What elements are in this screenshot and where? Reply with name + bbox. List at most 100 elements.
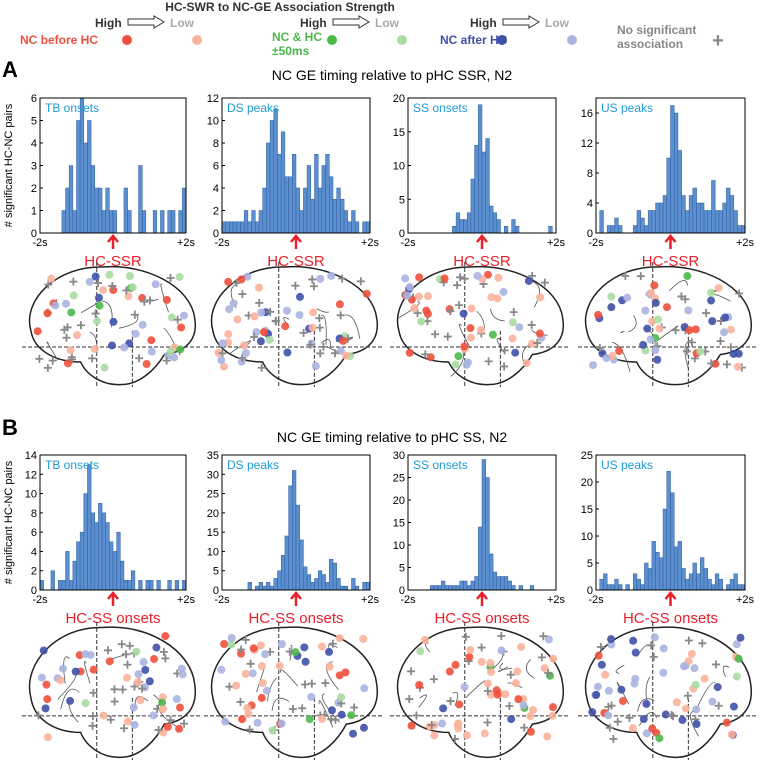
bar <box>273 578 278 591</box>
brain-sulcus <box>490 308 505 322</box>
bar <box>625 584 630 591</box>
bar <box>141 210 147 234</box>
electrode-none <box>684 636 693 645</box>
electrode-none <box>625 713 634 722</box>
bar <box>116 531 121 591</box>
electrode <box>152 643 161 652</box>
electrode <box>236 649 245 658</box>
bar <box>295 187 300 234</box>
electrode <box>249 644 258 653</box>
panel-title: NC GE timing relative to pHC SS, N2 <box>277 429 508 445</box>
electrode <box>125 271 134 280</box>
bar <box>76 541 81 591</box>
electrode <box>136 696 145 705</box>
electrode-none <box>687 338 696 347</box>
bar <box>606 225 612 234</box>
electrode <box>607 635 616 644</box>
electrode-none <box>162 356 171 365</box>
bar <box>733 210 738 234</box>
electrode <box>61 299 70 308</box>
electrode-none <box>225 682 234 691</box>
electrode <box>477 658 486 667</box>
legend-label: NC after HC <box>440 33 508 47</box>
bar <box>711 180 716 234</box>
electrode-none <box>88 712 97 721</box>
bar <box>247 582 252 591</box>
bar <box>255 221 260 234</box>
electrode <box>678 716 687 725</box>
electrode <box>480 729 489 738</box>
electrode <box>451 660 460 669</box>
bar <box>351 210 356 234</box>
electrode-none <box>130 310 139 319</box>
electrode <box>37 673 46 682</box>
y-tick-label: 0 <box>399 585 405 597</box>
bar <box>503 576 509 591</box>
electrode <box>318 714 327 723</box>
electrode <box>639 715 648 724</box>
electrode-none <box>88 721 97 730</box>
bar <box>651 210 656 234</box>
electrode-none <box>271 317 280 326</box>
electrode-none <box>309 282 318 291</box>
y-tick-label: 8 <box>587 168 593 180</box>
electrode <box>588 708 597 717</box>
electrode <box>415 680 424 689</box>
brain-sulcus <box>695 681 716 711</box>
legend-high: High <box>95 16 122 30</box>
electrode <box>158 698 167 707</box>
bar <box>666 157 671 234</box>
electrode <box>654 315 663 324</box>
electrode <box>514 695 523 704</box>
electrode <box>726 325 735 334</box>
bar <box>696 573 701 591</box>
bar <box>692 562 697 591</box>
bar <box>481 151 486 234</box>
electrode <box>687 649 696 658</box>
electrode-none <box>461 632 470 641</box>
y-tick-label: 0 <box>587 228 593 240</box>
bar <box>317 570 323 591</box>
electrode <box>604 711 613 720</box>
annotation: US peaks <box>601 101 653 115</box>
electrode <box>508 334 517 343</box>
bar <box>167 210 172 234</box>
legend-high: High <box>470 16 497 30</box>
electrode <box>417 317 426 326</box>
bar <box>288 485 293 591</box>
bar <box>647 210 653 234</box>
electrode <box>108 341 117 350</box>
bar <box>688 573 694 591</box>
electrode <box>439 704 448 713</box>
electrode-none <box>520 723 529 732</box>
y-tick-label: 20 <box>581 477 593 489</box>
electrode <box>256 337 265 346</box>
electrode <box>99 711 108 720</box>
electrode <box>265 335 274 344</box>
electrode <box>707 296 716 305</box>
electrode <box>262 686 271 695</box>
bar <box>599 578 604 591</box>
bar <box>138 165 143 234</box>
electrode-none <box>266 307 275 316</box>
y-tick-label: 10 <box>393 161 405 173</box>
electrode <box>460 683 469 692</box>
electrode-none <box>238 353 247 362</box>
electrode <box>642 699 651 708</box>
brain-sulcus <box>638 712 657 727</box>
electrode <box>661 710 670 719</box>
y-tick-label: 0 <box>213 228 219 240</box>
electrode <box>339 336 348 345</box>
electrode <box>708 697 717 706</box>
electrode-none <box>607 701 616 710</box>
electrode <box>679 662 688 671</box>
electrode-none <box>299 328 308 337</box>
electrode <box>594 651 603 660</box>
electrode <box>47 274 56 283</box>
bar <box>640 217 645 234</box>
electrode <box>243 272 252 281</box>
electrode <box>655 324 664 333</box>
brain-sulcus <box>525 659 535 679</box>
electrode-none <box>161 654 170 663</box>
electrode <box>51 301 60 310</box>
